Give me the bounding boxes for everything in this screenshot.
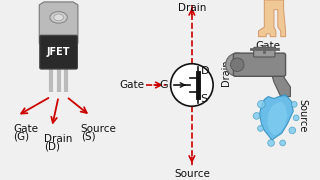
Text: Source: Source bbox=[297, 99, 307, 133]
Text: Gate: Gate bbox=[13, 124, 38, 134]
Text: JFET: JFET bbox=[47, 47, 70, 57]
Ellipse shape bbox=[54, 14, 63, 21]
Circle shape bbox=[280, 140, 285, 146]
Circle shape bbox=[258, 126, 263, 131]
Text: Drain: Drain bbox=[221, 59, 231, 86]
Circle shape bbox=[268, 140, 275, 146]
Text: (D): (D) bbox=[44, 142, 60, 152]
Text: (S): (S) bbox=[81, 131, 95, 141]
Circle shape bbox=[293, 115, 299, 121]
Polygon shape bbox=[259, 0, 285, 37]
Polygon shape bbox=[267, 101, 287, 135]
Circle shape bbox=[291, 101, 297, 107]
Polygon shape bbox=[271, 72, 290, 97]
Circle shape bbox=[253, 112, 260, 119]
Polygon shape bbox=[260, 95, 293, 140]
Circle shape bbox=[171, 64, 213, 106]
Text: Drain: Drain bbox=[178, 3, 206, 13]
Text: Source: Source bbox=[81, 124, 117, 134]
Text: Source: Source bbox=[174, 169, 210, 179]
Text: (G): (G) bbox=[13, 131, 29, 141]
Circle shape bbox=[289, 127, 296, 134]
Text: Gate: Gate bbox=[256, 40, 281, 51]
FancyBboxPatch shape bbox=[233, 53, 285, 76]
FancyBboxPatch shape bbox=[40, 35, 77, 69]
Circle shape bbox=[230, 58, 244, 71]
Polygon shape bbox=[39, 2, 78, 43]
Ellipse shape bbox=[50, 12, 67, 23]
Text: Drain: Drain bbox=[44, 134, 72, 144]
Text: S: S bbox=[201, 94, 208, 104]
Circle shape bbox=[226, 53, 249, 76]
Text: D: D bbox=[201, 66, 209, 76]
Text: Gate: Gate bbox=[120, 80, 145, 90]
FancyBboxPatch shape bbox=[254, 47, 275, 57]
Text: G: G bbox=[159, 80, 168, 90]
Circle shape bbox=[258, 100, 265, 108]
